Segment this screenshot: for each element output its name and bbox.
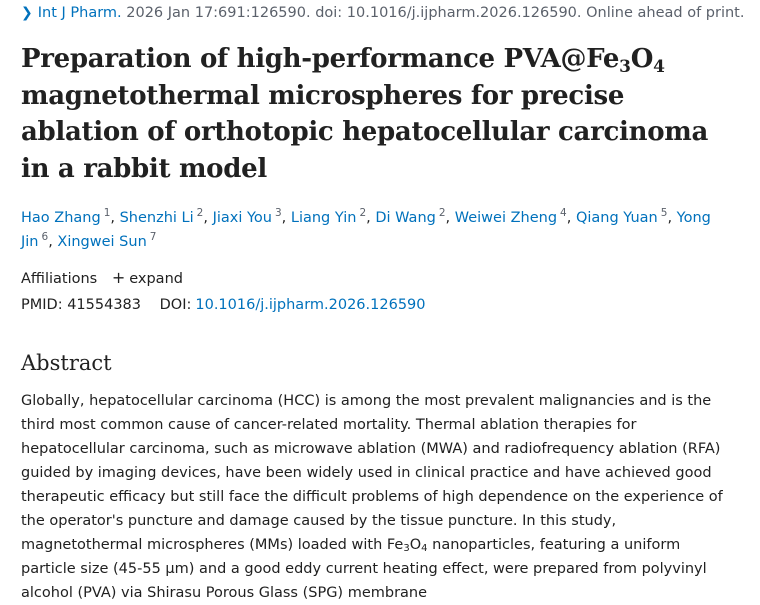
citation-line: ❯ Int J Pharm. 2026 Jan 17:691:126590. do… [21,4,744,22]
author-item: Di Wang 2, [375,207,455,226]
title-part-1: Preparation of high-performance PVA@Fe [21,44,620,74]
author-item: Weiwei Zheng 4, [454,207,576,226]
abstract-text-a: Globally, hepatocellular carcinoma (HCC)… [21,393,723,553]
doi-link[interactable]: 10.1016/j.ijpharm.2026.126590 [195,297,426,313]
affiliation-ref[interactable]: 3 [274,207,282,219]
author-link[interactable]: Weiwei Zheng [454,210,558,226]
chevron-right-icon[interactable]: ❯ [21,5,33,21]
affiliation-ref[interactable]: 7 [149,231,157,243]
author-item: Xingwei Sun 7 [57,231,157,250]
article-title: Preparation of high-performance PVA@Fe3O… [21,41,743,187]
affiliations-row: Affiliations + expand [21,268,183,289]
plus-icon: + [111,268,126,287]
author-link[interactable]: Jiaxi You [212,210,272,226]
author-item: Liang Yin 2, [290,207,376,226]
title-part-3: magnetothermal microspheres for precise … [21,80,709,184]
author-link[interactable]: Xingwei Sun [57,234,147,250]
abstract-subscript-b: 4 [421,543,428,554]
abstract-subscript-a: 3 [403,543,410,554]
journal-link[interactable]: Int J Pharm. [37,5,122,21]
author-list: Hao Zhang 1, Shenzhi Li 2, Jiaxi You 3, Lia… [21,206,731,254]
identifiers-row: PMID: 41554383 DOI: 10.1016/j.ijpharm.202… [21,295,426,315]
author-item: Jiaxi You 3, [212,207,291,226]
title-subscript-1: 3 [619,57,631,77]
author-item: Yong Jin 6, [21,210,711,250]
affiliation-ref[interactable]: 6 [41,231,49,243]
citation-details: 2026 Jan 17:691:126590. doi: 10.1016/j.i… [126,5,745,21]
affiliation-ref[interactable]: 5 [660,207,668,219]
abstract-text: Globally, hepatocellular carcinoma (HCC)… [21,389,739,605]
abstract-text-b: O [409,537,422,553]
author-link[interactable]: Shenzhi Li [119,210,194,226]
affiliation-ref[interactable]: 4 [560,207,567,219]
author-item: Shenzhi Li 2, [119,207,213,226]
affiliation-ref[interactable]: 2 [438,207,446,219]
abstract-heading: Abstract [21,351,112,375]
author-item: Qiang Yuan 5, [575,207,677,226]
title-subscript-2: 4 [653,57,665,77]
author-link[interactable]: Yong Jin [21,210,711,250]
doi-label: DOI: [159,297,192,313]
pmid-value: 41554383 [67,297,142,313]
affiliation-ref[interactable]: 2 [359,207,367,219]
author-link[interactable]: Liang Yin [290,210,357,226]
affiliation-ref[interactable]: 1 [103,207,111,219]
affiliations-label: Affiliations [21,271,98,287]
author-item: Hao Zhang 1, [21,207,120,226]
author-link[interactable]: Di Wang [375,210,436,226]
expand-label: expand [129,271,183,287]
affiliation-ref[interactable]: 2 [196,207,204,219]
author-link[interactable]: Qiang Yuan [575,210,658,226]
title-part-2: O [630,44,654,74]
expand-affiliations-button[interactable]: + expand [111,268,183,287]
author-link[interactable]: Hao Zhang [21,210,101,226]
pmid-label: PMID: [21,297,63,313]
